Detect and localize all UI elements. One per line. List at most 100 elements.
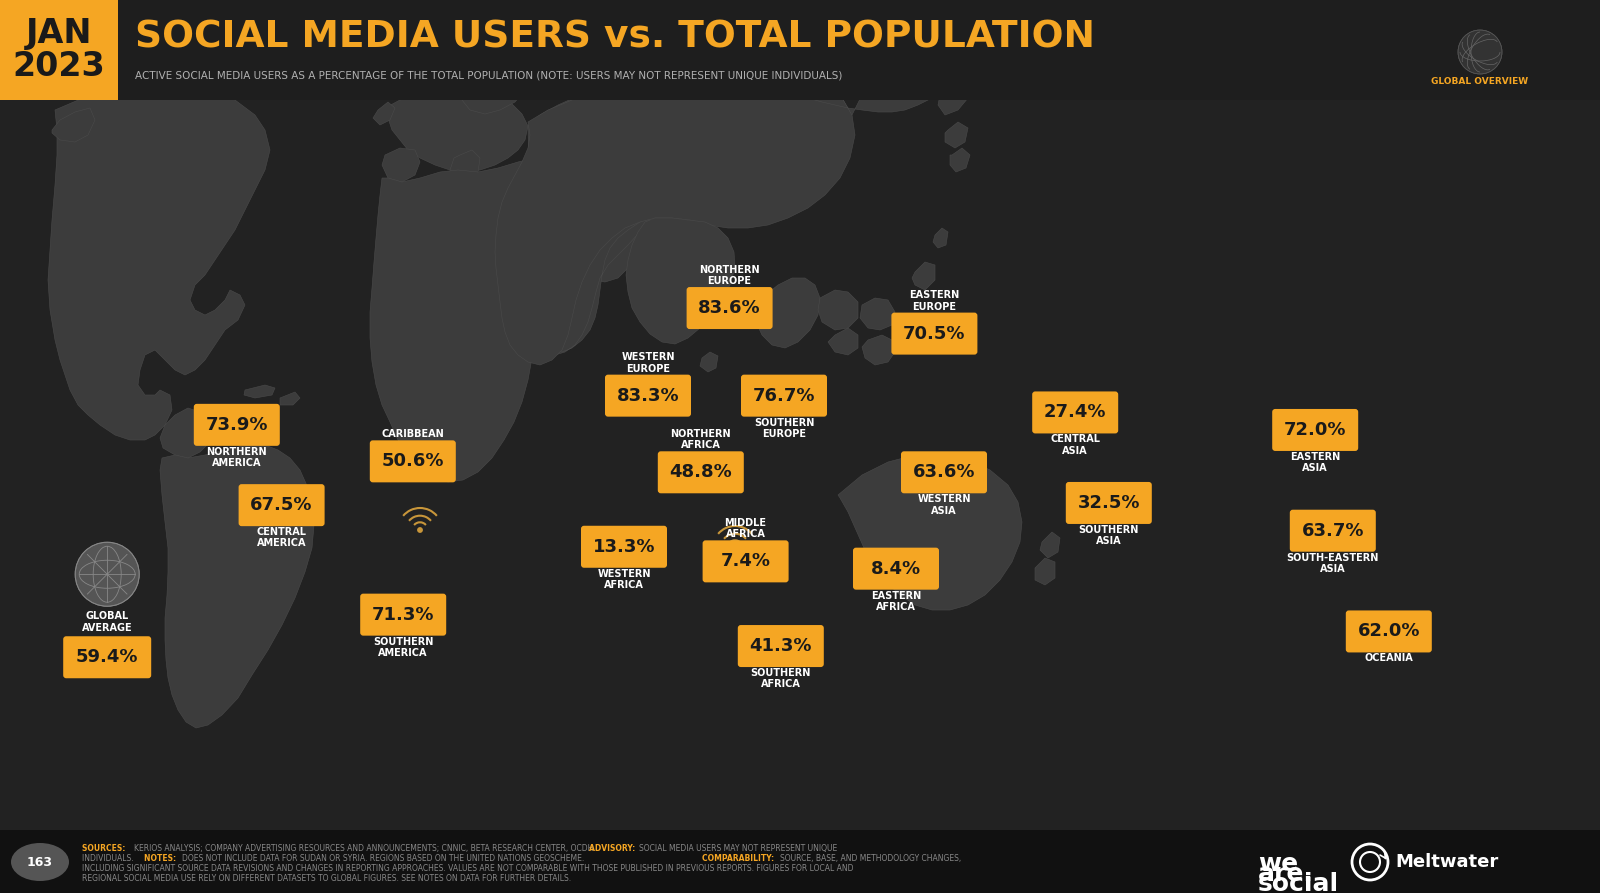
Text: SOUTHERN
EUROPE: SOUTHERN EUROPE bbox=[754, 418, 814, 438]
Text: 13.3%: 13.3% bbox=[592, 538, 656, 555]
Text: REGIONAL SOCIAL MEDIA USE RELY ON DIFFERENT DATASETS TO GLOBAL FIGURES. SEE NOTE: REGIONAL SOCIAL MEDIA USE RELY ON DIFFER… bbox=[82, 874, 571, 883]
Polygon shape bbox=[450, 150, 480, 192]
FancyBboxPatch shape bbox=[1290, 510, 1376, 552]
Bar bbox=[0, 0, 118, 100]
Polygon shape bbox=[160, 408, 214, 458]
FancyBboxPatch shape bbox=[370, 440, 456, 482]
FancyBboxPatch shape bbox=[702, 540, 789, 582]
Text: 63.6%: 63.6% bbox=[912, 463, 976, 481]
FancyBboxPatch shape bbox=[64, 636, 150, 679]
Polygon shape bbox=[528, 68, 840, 355]
Text: SOURCES:: SOURCES: bbox=[82, 844, 128, 853]
Polygon shape bbox=[373, 102, 395, 125]
Polygon shape bbox=[938, 78, 970, 115]
Text: MIDDLE
AFRICA: MIDDLE AFRICA bbox=[725, 518, 766, 539]
Text: SOURCE, BASE, AND METHODOLOGY CHANGES,: SOURCE, BASE, AND METHODOLOGY CHANGES, bbox=[781, 854, 962, 863]
Text: SOUTHERN
AFRICA: SOUTHERN AFRICA bbox=[750, 668, 811, 689]
Text: Meltwater: Meltwater bbox=[1395, 853, 1498, 871]
Text: KERIOS ANALYSIS; COMPANY ADVERTISING RESOURCES AND ANNOUNCEMENTS; CNNIC, BETA RE: KERIOS ANALYSIS; COMPANY ADVERTISING RES… bbox=[134, 844, 600, 853]
Text: OCEANIA: OCEANIA bbox=[1365, 654, 1413, 663]
FancyBboxPatch shape bbox=[194, 404, 280, 446]
Text: INCLUDING SIGNIFICANT SOURCE DATA REVISIONS AND CHANGES IN REPORTING APPROACHES.: INCLUDING SIGNIFICANT SOURCE DATA REVISI… bbox=[82, 864, 853, 873]
Circle shape bbox=[1458, 30, 1502, 74]
Text: WESTERN
AFRICA: WESTERN AFRICA bbox=[597, 569, 651, 590]
Text: SOCIAL MEDIA USERS MAY NOT REPRESENT UNIQUE: SOCIAL MEDIA USERS MAY NOT REPRESENT UNI… bbox=[638, 844, 837, 853]
Polygon shape bbox=[1040, 532, 1059, 558]
Bar bbox=[0, 830, 1600, 893]
Text: GLOBAL
AVERAGE: GLOBAL AVERAGE bbox=[82, 611, 133, 633]
Circle shape bbox=[75, 542, 139, 606]
Polygon shape bbox=[280, 392, 301, 405]
FancyBboxPatch shape bbox=[238, 484, 325, 526]
Text: 83.6%: 83.6% bbox=[698, 299, 762, 317]
Polygon shape bbox=[933, 228, 947, 248]
Text: GLOBAL OVERVIEW: GLOBAL OVERVIEW bbox=[1432, 78, 1528, 87]
Text: 72.0%: 72.0% bbox=[1283, 421, 1347, 439]
FancyBboxPatch shape bbox=[658, 451, 744, 493]
FancyBboxPatch shape bbox=[1066, 482, 1152, 524]
Text: NOTES:: NOTES: bbox=[144, 854, 179, 863]
Text: WESTERN
EUROPE: WESTERN EUROPE bbox=[621, 353, 675, 373]
FancyBboxPatch shape bbox=[1032, 391, 1118, 433]
FancyBboxPatch shape bbox=[853, 547, 939, 589]
Text: 70.5%: 70.5% bbox=[902, 324, 966, 343]
Text: NORTHERN
AFRICA: NORTHERN AFRICA bbox=[670, 430, 731, 450]
Text: ACTIVE SOCIAL MEDIA USERS AS A PERCENTAGE OF THE TOTAL POPULATION (NOTE: USERS M: ACTIVE SOCIAL MEDIA USERS AS A PERCENTAG… bbox=[134, 70, 842, 80]
FancyBboxPatch shape bbox=[901, 451, 987, 493]
Polygon shape bbox=[494, 66, 854, 365]
Polygon shape bbox=[715, 38, 958, 115]
FancyBboxPatch shape bbox=[1272, 409, 1358, 451]
Polygon shape bbox=[818, 290, 858, 330]
Text: CENTRAL
AMERICA: CENTRAL AMERICA bbox=[256, 527, 307, 548]
Polygon shape bbox=[950, 148, 970, 172]
Polygon shape bbox=[546, 155, 618, 225]
Text: ADVISORY:: ADVISORY: bbox=[589, 844, 638, 853]
FancyBboxPatch shape bbox=[605, 375, 691, 417]
FancyBboxPatch shape bbox=[360, 594, 446, 636]
Polygon shape bbox=[386, 88, 528, 172]
Text: 7.4%: 7.4% bbox=[720, 553, 771, 571]
Text: EASTERN
AFRICA: EASTERN AFRICA bbox=[870, 590, 922, 612]
Text: 67.5%: 67.5% bbox=[250, 497, 314, 514]
Text: NORTHERN
EUROPE: NORTHERN EUROPE bbox=[699, 265, 760, 286]
Text: 163: 163 bbox=[27, 855, 53, 869]
Text: 50.6%: 50.6% bbox=[381, 453, 445, 471]
Polygon shape bbox=[946, 122, 968, 148]
Text: CENTRAL
ASIA: CENTRAL ASIA bbox=[1050, 434, 1101, 455]
Text: 8.4%: 8.4% bbox=[870, 560, 922, 578]
Polygon shape bbox=[370, 158, 562, 482]
Text: SOCIAL MEDIA USERS vs. TOTAL POPULATION: SOCIAL MEDIA USERS vs. TOTAL POPULATION bbox=[134, 20, 1094, 56]
Text: 73.9%: 73.9% bbox=[205, 416, 269, 434]
Polygon shape bbox=[160, 445, 314, 728]
Text: 27.4%: 27.4% bbox=[1043, 404, 1107, 421]
Text: social: social bbox=[1258, 872, 1339, 893]
Polygon shape bbox=[51, 108, 94, 142]
Text: SOUTH-EASTERN
ASIA: SOUTH-EASTERN ASIA bbox=[1286, 553, 1379, 574]
Text: 83.3%: 83.3% bbox=[616, 387, 680, 405]
Text: EASTERN
EUROPE: EASTERN EUROPE bbox=[909, 290, 960, 312]
Text: EASTERN
ASIA: EASTERN ASIA bbox=[1290, 452, 1341, 473]
Polygon shape bbox=[462, 55, 530, 114]
FancyBboxPatch shape bbox=[891, 313, 978, 355]
Text: 32.5%: 32.5% bbox=[1077, 494, 1141, 512]
Text: DOES NOT INCLUDE DATA FOR SUDAN OR SYRIA. REGIONS BASED ON THE UNITED NATIONS GE: DOES NOT INCLUDE DATA FOR SUDAN OR SYRIA… bbox=[182, 854, 589, 863]
Circle shape bbox=[733, 546, 738, 550]
Polygon shape bbox=[838, 455, 1022, 610]
Polygon shape bbox=[701, 352, 718, 372]
Text: 76.7%: 76.7% bbox=[752, 387, 816, 405]
FancyBboxPatch shape bbox=[741, 375, 827, 417]
Polygon shape bbox=[861, 298, 894, 330]
FancyBboxPatch shape bbox=[738, 625, 824, 667]
Polygon shape bbox=[755, 278, 819, 348]
FancyBboxPatch shape bbox=[581, 526, 667, 568]
Text: 48.8%: 48.8% bbox=[669, 463, 733, 481]
FancyBboxPatch shape bbox=[686, 287, 773, 329]
Text: WESTERN
ASIA: WESTERN ASIA bbox=[917, 495, 971, 515]
Polygon shape bbox=[178, 48, 275, 90]
Polygon shape bbox=[1035, 558, 1054, 585]
Circle shape bbox=[418, 528, 422, 532]
Text: CARIBBEAN: CARIBBEAN bbox=[381, 430, 445, 439]
Text: 63.7%: 63.7% bbox=[1301, 522, 1365, 539]
Polygon shape bbox=[568, 202, 638, 282]
Text: are.: are. bbox=[1258, 862, 1314, 886]
